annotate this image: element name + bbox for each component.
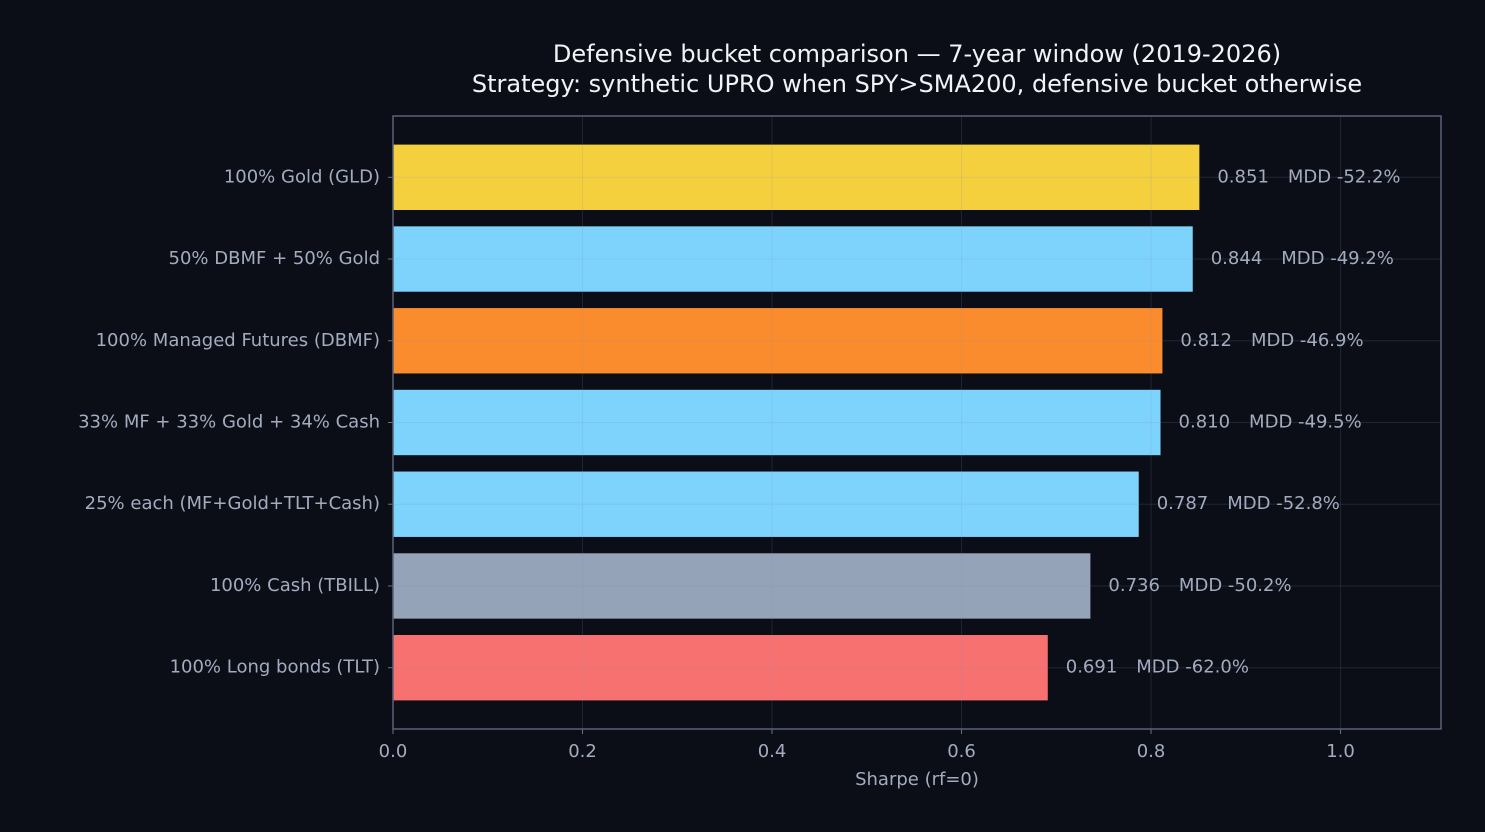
x-tick-label: 0.6 (947, 741, 976, 762)
mdd-label: MDD -50.2% (1179, 575, 1292, 596)
x-tick-label: 0.4 (758, 741, 787, 762)
value-label: 0.810 (1179, 412, 1231, 433)
mdd-label: MDD -52.2% (1288, 166, 1401, 187)
value-label: 0.844 (1211, 248, 1263, 269)
x-tick-label: 0.2 (568, 741, 597, 762)
bar (393, 144, 1200, 210)
bar (393, 389, 1161, 456)
bar (393, 553, 1091, 619)
mdd-label: MDD -62.0% (1136, 657, 1249, 678)
bar (393, 226, 1193, 292)
chart-title: Defensive bucket comparison — 7-year win… (553, 40, 1281, 68)
mdd-label: MDD -49.2% (1281, 248, 1394, 269)
plot-frame (392, 115, 1442, 730)
value-label: 0.812 (1180, 330, 1232, 351)
y-tick-label: 100% Managed Futures (DBMF) (96, 330, 380, 351)
bar (393, 471, 1139, 537)
y-tick-label: 25% each (MF+Gold+TLT+Cash) (85, 493, 380, 514)
mdd-label: MDD -46.9% (1251, 330, 1364, 351)
bar (393, 308, 1163, 374)
y-tick-label: 100% Cash (TBILL) (210, 575, 380, 596)
x-axis-label: Sharpe (rf=0) (855, 769, 979, 790)
x-tick-label: 1.0 (1326, 741, 1355, 762)
value-label: 0.787 (1157, 493, 1209, 514)
value-label: 0.851 (1217, 166, 1269, 187)
y-tick-label: 100% Gold (GLD) (224, 166, 380, 187)
value-label: 0.691 (1066, 657, 1118, 678)
x-tick-label: 0.8 (1137, 741, 1166, 762)
y-tick-label: 50% DBMF + 50% Gold (169, 248, 380, 269)
y-tick-label: 100% Long bonds (TLT) (170, 657, 380, 678)
chart-subtitle: Strategy: synthetic UPRO when SPY>SMA200… (472, 70, 1362, 98)
mdd-label: MDD -49.5% (1249, 412, 1362, 433)
mdd-label: MDD -52.8% (1227, 493, 1340, 514)
x-tick-label: 0.0 (379, 741, 408, 762)
value-label: 0.736 (1108, 575, 1160, 596)
y-tick-label: 33% MF + 33% Gold + 34% Cash (78, 412, 380, 433)
bar (393, 635, 1048, 701)
